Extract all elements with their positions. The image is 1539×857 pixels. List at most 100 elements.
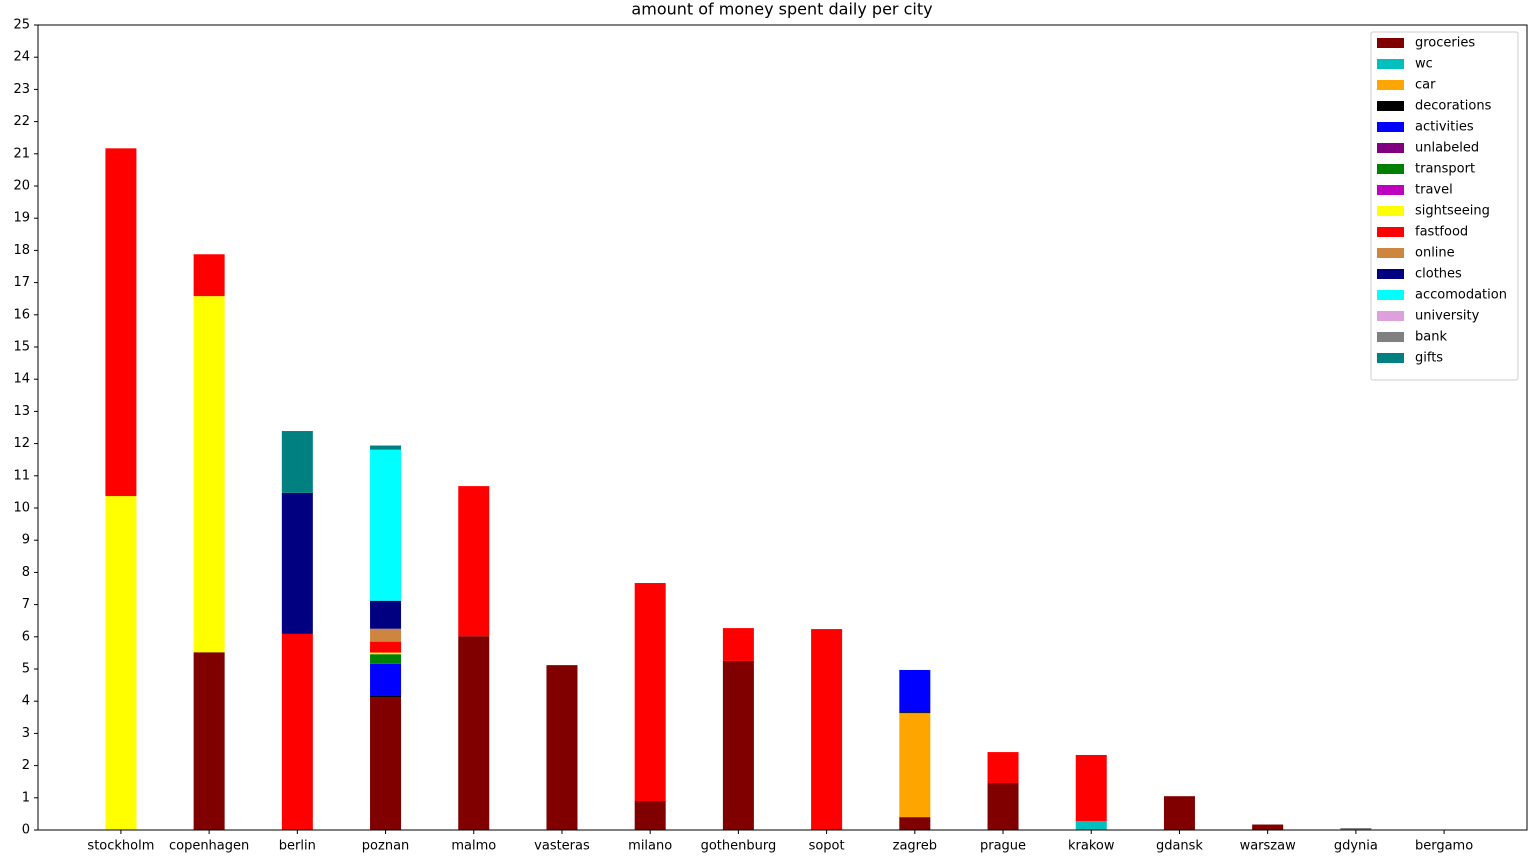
legend-label: travel [1415, 183, 1453, 198]
y-tick-label: 2 [22, 758, 30, 773]
legend-swatch [1377, 290, 1404, 300]
bar-segment [370, 628, 402, 642]
bar-segment [546, 665, 578, 830]
legend-swatch [1377, 122, 1404, 132]
x-tick-label: berlin [279, 839, 316, 854]
bar-segment [370, 663, 402, 696]
chart-title: amount of money spent daily per city [631, 0, 932, 19]
y-tick-label: 16 [13, 307, 30, 322]
x-tick-label: krakow [1068, 839, 1115, 854]
bar-segment [281, 633, 313, 830]
bar-segment [105, 148, 137, 497]
y-tick-label: 20 [13, 179, 30, 194]
bar-segment [193, 254, 225, 297]
bar-segment [1075, 820, 1107, 830]
bar-segment [811, 629, 843, 830]
legend-box [1370, 31, 1519, 381]
bar-segment [722, 628, 754, 661]
bar-segment [370, 641, 402, 653]
x-tick-label: malmo [451, 839, 496, 854]
y-tick-label: 3 [22, 726, 30, 741]
legend-label: car [1415, 78, 1436, 93]
legend-swatch [1377, 353, 1404, 363]
y-tick-label: 14 [13, 372, 30, 387]
x-tick-label: poznan [362, 839, 409, 854]
legend-swatch [1377, 206, 1404, 216]
bar-segment [105, 496, 137, 830]
x-tick-label: zagreb [893, 839, 937, 854]
legend-swatch [1377, 185, 1404, 195]
x-tick-label: vasteras [534, 839, 590, 854]
y-tick-label: 19 [13, 211, 30, 226]
bar-segment [370, 697, 402, 830]
y-tick-label: 1 [22, 790, 30, 805]
x-tick-label: gdynia [1334, 839, 1378, 854]
x-tick-label: stockholm [87, 839, 154, 854]
legend: groceries wc car decorations activities unlab… [1370, 31, 1519, 381]
legend-swatch [1377, 332, 1404, 342]
x-tick-label: copenhagen [169, 839, 249, 854]
y-tick-label: 9 [22, 533, 30, 548]
legend-swatch [1377, 143, 1404, 153]
y-tick-label: 22 [13, 114, 30, 129]
y-tick-label: 7 [22, 597, 30, 612]
legend-label: accomodation [1415, 288, 1507, 303]
x-tick-label: milano [628, 839, 672, 854]
y-tick-label: 13 [13, 404, 30, 419]
legend-label: gifts [1415, 351, 1443, 366]
bar-segment [1163, 796, 1195, 830]
x-tick-label: sopot [809, 839, 845, 854]
x-tick-label: bergamo [1415, 839, 1473, 854]
legend-label: sightseeing [1415, 204, 1490, 219]
legend-label: unlabeled [1415, 141, 1479, 156]
y-tick-label: 17 [13, 275, 30, 290]
axes-frame [37, 24, 1528, 831]
bar-segment [987, 782, 1019, 830]
legend-swatch [1377, 38, 1404, 48]
y-tick-label: 24 [13, 50, 30, 65]
bar-segment [987, 752, 1019, 783]
bar-segment [281, 492, 313, 634]
bar-segment [370, 654, 402, 664]
bar-segment [1075, 754, 1107, 821]
x-tick-label: gothenburg [701, 839, 777, 854]
y-tick-label: 0 [22, 823, 30, 838]
bar-segment [634, 801, 666, 830]
legend-swatch [1377, 80, 1404, 90]
legend-swatch [1377, 269, 1404, 279]
legend-label: groceries [1415, 36, 1475, 51]
y-tick-label: 8 [22, 565, 30, 580]
legend-swatch [1377, 164, 1404, 174]
bar-segment [722, 660, 754, 830]
bar-segment [899, 817, 931, 830]
legend-label: university [1415, 309, 1480, 324]
x-tick-label: gdansk [1156, 839, 1203, 854]
bar-segment [281, 431, 313, 493]
y-tick-label: 10 [13, 501, 30, 516]
legend-label: fastfood [1415, 225, 1468, 240]
plot-area [105, 148, 1372, 830]
legend-label: decorations [1415, 99, 1492, 114]
x-tick-label: warszaw [1240, 839, 1297, 854]
legend-label: online [1415, 246, 1455, 261]
y-tick-label: 23 [13, 82, 30, 97]
bar-segment [458, 636, 490, 830]
legend-swatch [1377, 227, 1404, 237]
y-tick-label: 11 [13, 468, 30, 483]
legend-swatch [1377, 59, 1404, 69]
bar-segment [370, 600, 402, 629]
bar-segment [193, 296, 225, 653]
legend-swatch [1377, 101, 1404, 111]
legend-label: clothes [1415, 267, 1462, 282]
y-tick-label: 4 [22, 694, 30, 709]
legend-label: wc [1415, 57, 1433, 72]
y-tick-label: 21 [13, 146, 30, 161]
y-tick-label: 12 [13, 436, 30, 451]
bar-segment [370, 652, 402, 655]
bar-segment [899, 669, 931, 713]
bar-segment [370, 695, 402, 698]
bar-segment [1340, 828, 1372, 830]
bar-segment [458, 486, 490, 637]
bar-segment [370, 445, 402, 450]
